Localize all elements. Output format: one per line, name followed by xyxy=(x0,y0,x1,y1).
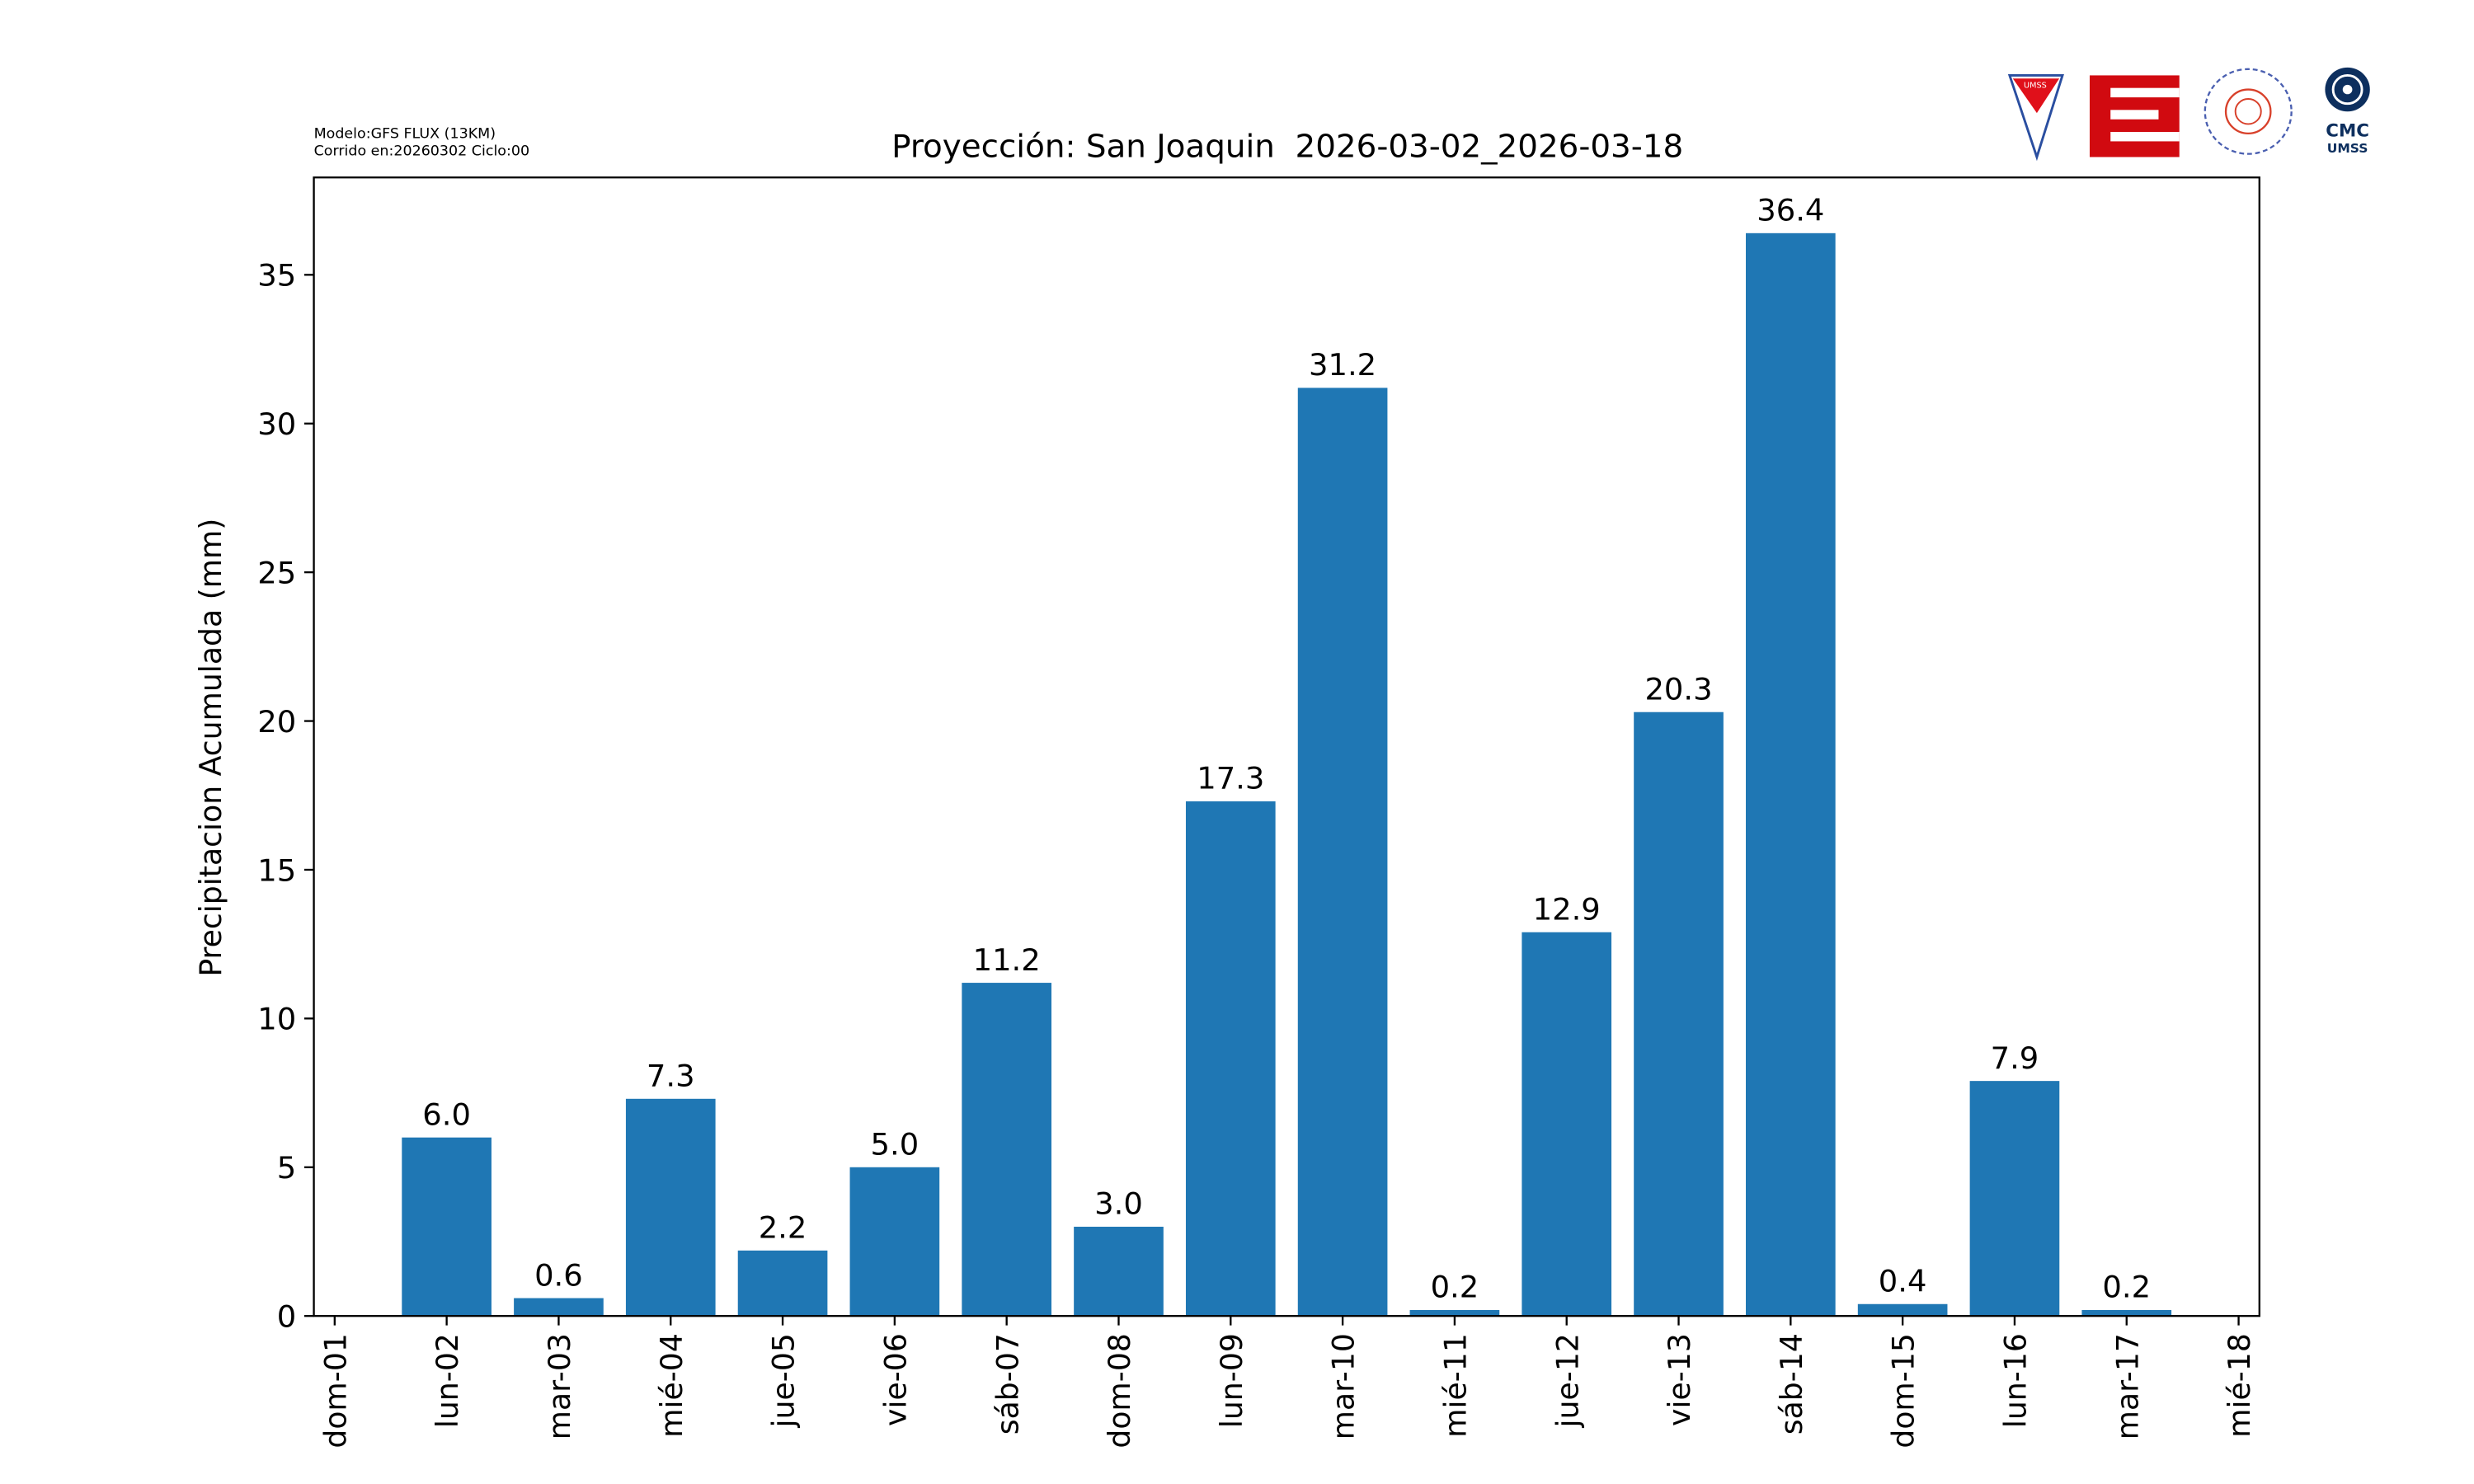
data-label: 0.6 xyxy=(534,1258,583,1294)
bar-sáb-14 xyxy=(1746,232,1836,1317)
bar-dom-08 xyxy=(1074,1226,1164,1317)
x-tick-label: mié-18 xyxy=(2222,1333,2257,1438)
x-tick-label: jue-12 xyxy=(1550,1333,1585,1428)
faculty-logo xyxy=(2089,75,2180,157)
bar-dom-15 xyxy=(1857,1303,1948,1317)
bar-mar-03 xyxy=(514,1298,604,1317)
x-tick-label: lun-16 xyxy=(1997,1333,2033,1428)
x-tick-label: lun-02 xyxy=(430,1333,465,1428)
model-info-line2: Corrido en:20260302 Ciclo:00 xyxy=(314,143,530,160)
chart-title: Proyección: San Joaquin 2026-03-02_2026-… xyxy=(891,129,1683,166)
bar-mié-11 xyxy=(1409,1309,1500,1317)
x-tick-label: dom-01 xyxy=(317,1333,353,1448)
y-tick-label: 20 xyxy=(257,704,296,740)
x-tick-label: vie-06 xyxy=(877,1333,913,1426)
data-label: 36.4 xyxy=(1757,193,1824,228)
y-tick-label: 10 xyxy=(257,1002,296,1037)
x-tick-label: vie-13 xyxy=(1662,1333,1697,1426)
data-label: 11.2 xyxy=(973,942,1041,978)
data-label: 12.9 xyxy=(1533,892,1601,928)
y-axis-label: Precipitacion Acumulada (mm) xyxy=(193,519,228,977)
x-tick-label: jue-05 xyxy=(765,1333,801,1428)
data-label: 0.4 xyxy=(1879,1264,1927,1299)
data-label: 17.3 xyxy=(1197,761,1264,796)
bar-mié-04 xyxy=(625,1098,716,1317)
bar-jue-05 xyxy=(737,1250,828,1317)
data-label: 6.0 xyxy=(422,1097,471,1133)
data-label: 20.3 xyxy=(1644,672,1712,707)
y-tick-label: 35 xyxy=(257,258,296,294)
data-label: 0.2 xyxy=(1431,1270,1479,1305)
data-label: 7.3 xyxy=(647,1059,695,1094)
data-label: 0.2 xyxy=(2102,1270,2151,1305)
cmc-logo-subtext: UMSS xyxy=(2327,141,2368,156)
bar-lun-02 xyxy=(402,1137,492,1317)
bar-mar-10 xyxy=(1297,387,1388,1317)
umss-logo: UMSS xyxy=(2007,74,2064,162)
x-tick-label: sáb-14 xyxy=(1774,1333,1809,1435)
x-tick-label: mar-10 xyxy=(1325,1333,1361,1439)
y-tick-label: 0 xyxy=(277,1299,296,1335)
bar-jue-12 xyxy=(1522,932,1612,1317)
data-label: 3.0 xyxy=(1094,1186,1143,1222)
bar-lun-16 xyxy=(1969,1081,2060,1317)
x-tick-label: mié-11 xyxy=(1437,1333,1473,1438)
x-tick-label: lun-09 xyxy=(1214,1333,1249,1428)
bar-sáb-07 xyxy=(962,983,1051,1317)
cmc-logo: CMC UMSS xyxy=(2325,67,2370,156)
data-label: 31.2 xyxy=(1309,348,1376,383)
y-tick-label: 15 xyxy=(257,853,296,889)
data-label: 5.0 xyxy=(871,1127,920,1162)
data-label: 2.2 xyxy=(759,1210,807,1246)
x-tick-label: mar-17 xyxy=(2109,1333,2145,1439)
y-tick-label: 30 xyxy=(257,406,296,442)
x-tick-label: dom-15 xyxy=(1885,1333,1921,1448)
x-tick-label: mar-03 xyxy=(542,1333,577,1439)
cmc-logo-text: CMC xyxy=(2326,120,2369,141)
x-tick-label: mié-04 xyxy=(654,1333,689,1438)
model-info-line1: Modelo:GFS FLUX (13KM) xyxy=(314,126,496,143)
plot-frame xyxy=(313,176,2260,1317)
y-tick-label: 5 xyxy=(277,1150,296,1186)
bar-lun-09 xyxy=(1185,801,1276,1317)
x-tick-label: dom-08 xyxy=(1102,1333,1137,1448)
department-seal-logo xyxy=(2204,68,2293,155)
y-tick-label: 25 xyxy=(257,556,296,591)
x-tick-label: sáb-07 xyxy=(990,1333,1025,1435)
data-label: 7.9 xyxy=(1991,1040,2039,1076)
bar-vie-06 xyxy=(849,1167,940,1317)
umss-logo-text: UMSS xyxy=(2024,82,2047,91)
bar-mar-17 xyxy=(2081,1309,2172,1317)
bar-vie-13 xyxy=(1634,711,1724,1317)
